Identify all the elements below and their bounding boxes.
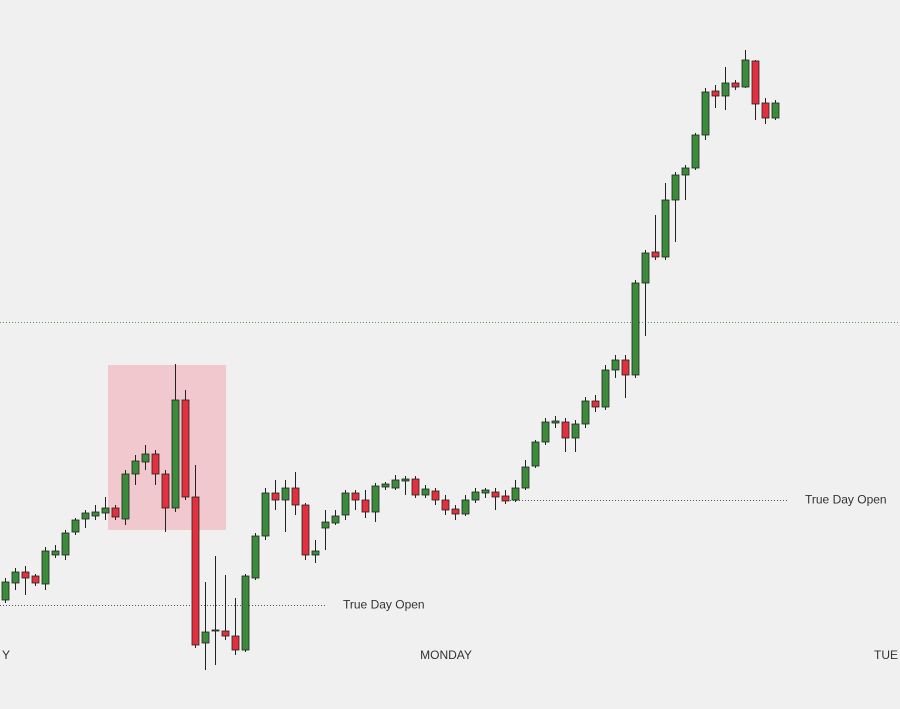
candle-body — [381, 483, 390, 488]
candle-body — [131, 460, 140, 475]
candle-body — [301, 504, 310, 556]
candle-body — [221, 630, 230, 637]
x-tick-label: Y — [2, 648, 10, 662]
candle-body — [771, 102, 780, 119]
candle-body — [411, 478, 420, 496]
candle-body — [321, 521, 330, 529]
candle-body — [61, 532, 70, 556]
candle-body — [391, 479, 400, 489]
candle-body — [721, 82, 730, 97]
candle-body — [201, 631, 210, 644]
candle-body — [181, 399, 190, 498]
candle-body — [601, 369, 610, 408]
candle-body — [11, 571, 20, 584]
candle-body — [311, 550, 320, 556]
x-tick-label: TUE — [874, 648, 898, 662]
candle-body — [351, 492, 360, 501]
level-label: True Day Open — [343, 598, 425, 612]
candle-body — [631, 282, 640, 376]
candle-body — [161, 473, 170, 509]
candle-body — [361, 499, 370, 513]
candle-body — [711, 90, 720, 97]
candle-body — [561, 421, 570, 439]
candle-body — [531, 441, 540, 467]
candle-body — [371, 485, 380, 513]
candle-body — [141, 453, 150, 463]
candle-body — [731, 82, 740, 88]
candle-body — [111, 507, 120, 518]
candle-body — [101, 507, 110, 514]
candle-body — [341, 492, 350, 516]
candle-body — [51, 550, 60, 556]
candle-body — [671, 174, 680, 201]
candle-body — [681, 167, 690, 176]
candle-body — [71, 519, 80, 533]
candle-body — [581, 400, 590, 425]
candle-body — [21, 571, 30, 579]
candle-body — [41, 550, 50, 585]
candle-body — [501, 495, 510, 502]
candle-body — [461, 499, 470, 515]
candle-body — [441, 499, 450, 511]
candle-body — [261, 492, 270, 537]
candle-body — [291, 487, 300, 506]
candle-body — [471, 491, 480, 501]
candle-body — [571, 423, 580, 439]
candle-body — [451, 508, 460, 515]
candle-body — [591, 400, 600, 408]
candle-body — [1, 581, 10, 601]
candle-body — [741, 59, 750, 88]
candle-body — [641, 252, 650, 284]
candle-body — [421, 488, 430, 496]
candle-body — [691, 134, 700, 169]
candle-body — [171, 399, 180, 509]
candle-body — [481, 489, 490, 494]
candle-body — [751, 60, 760, 105]
candle-body — [491, 491, 500, 498]
candle-body — [211, 629, 220, 632]
x-tick-label: MONDAY — [420, 648, 472, 662]
candle-body — [251, 535, 260, 579]
level-label: True Day Open — [805, 493, 887, 507]
candle-body — [701, 91, 710, 136]
candle-body — [541, 421, 550, 443]
candle-body — [551, 420, 560, 424]
candle-body — [81, 512, 90, 520]
candle-body — [431, 490, 440, 501]
candle-body — [761, 102, 770, 119]
candle-body — [521, 466, 530, 489]
candle-body — [271, 492, 280, 501]
candle-body — [511, 487, 520, 501]
candle-body — [281, 487, 290, 501]
candle-body — [151, 453, 160, 475]
candle-body — [611, 359, 620, 371]
candle-body — [651, 251, 660, 258]
candle-body — [231, 635, 240, 651]
candle-body — [91, 511, 100, 517]
candle-body — [121, 473, 130, 520]
candle-body — [191, 496, 200, 646]
candle-body — [401, 478, 410, 482]
candle-body — [661, 199, 670, 258]
candle-body — [31, 575, 40, 584]
candle-body — [331, 515, 340, 524]
candle-body — [621, 359, 630, 376]
candle-body — [241, 575, 250, 651]
